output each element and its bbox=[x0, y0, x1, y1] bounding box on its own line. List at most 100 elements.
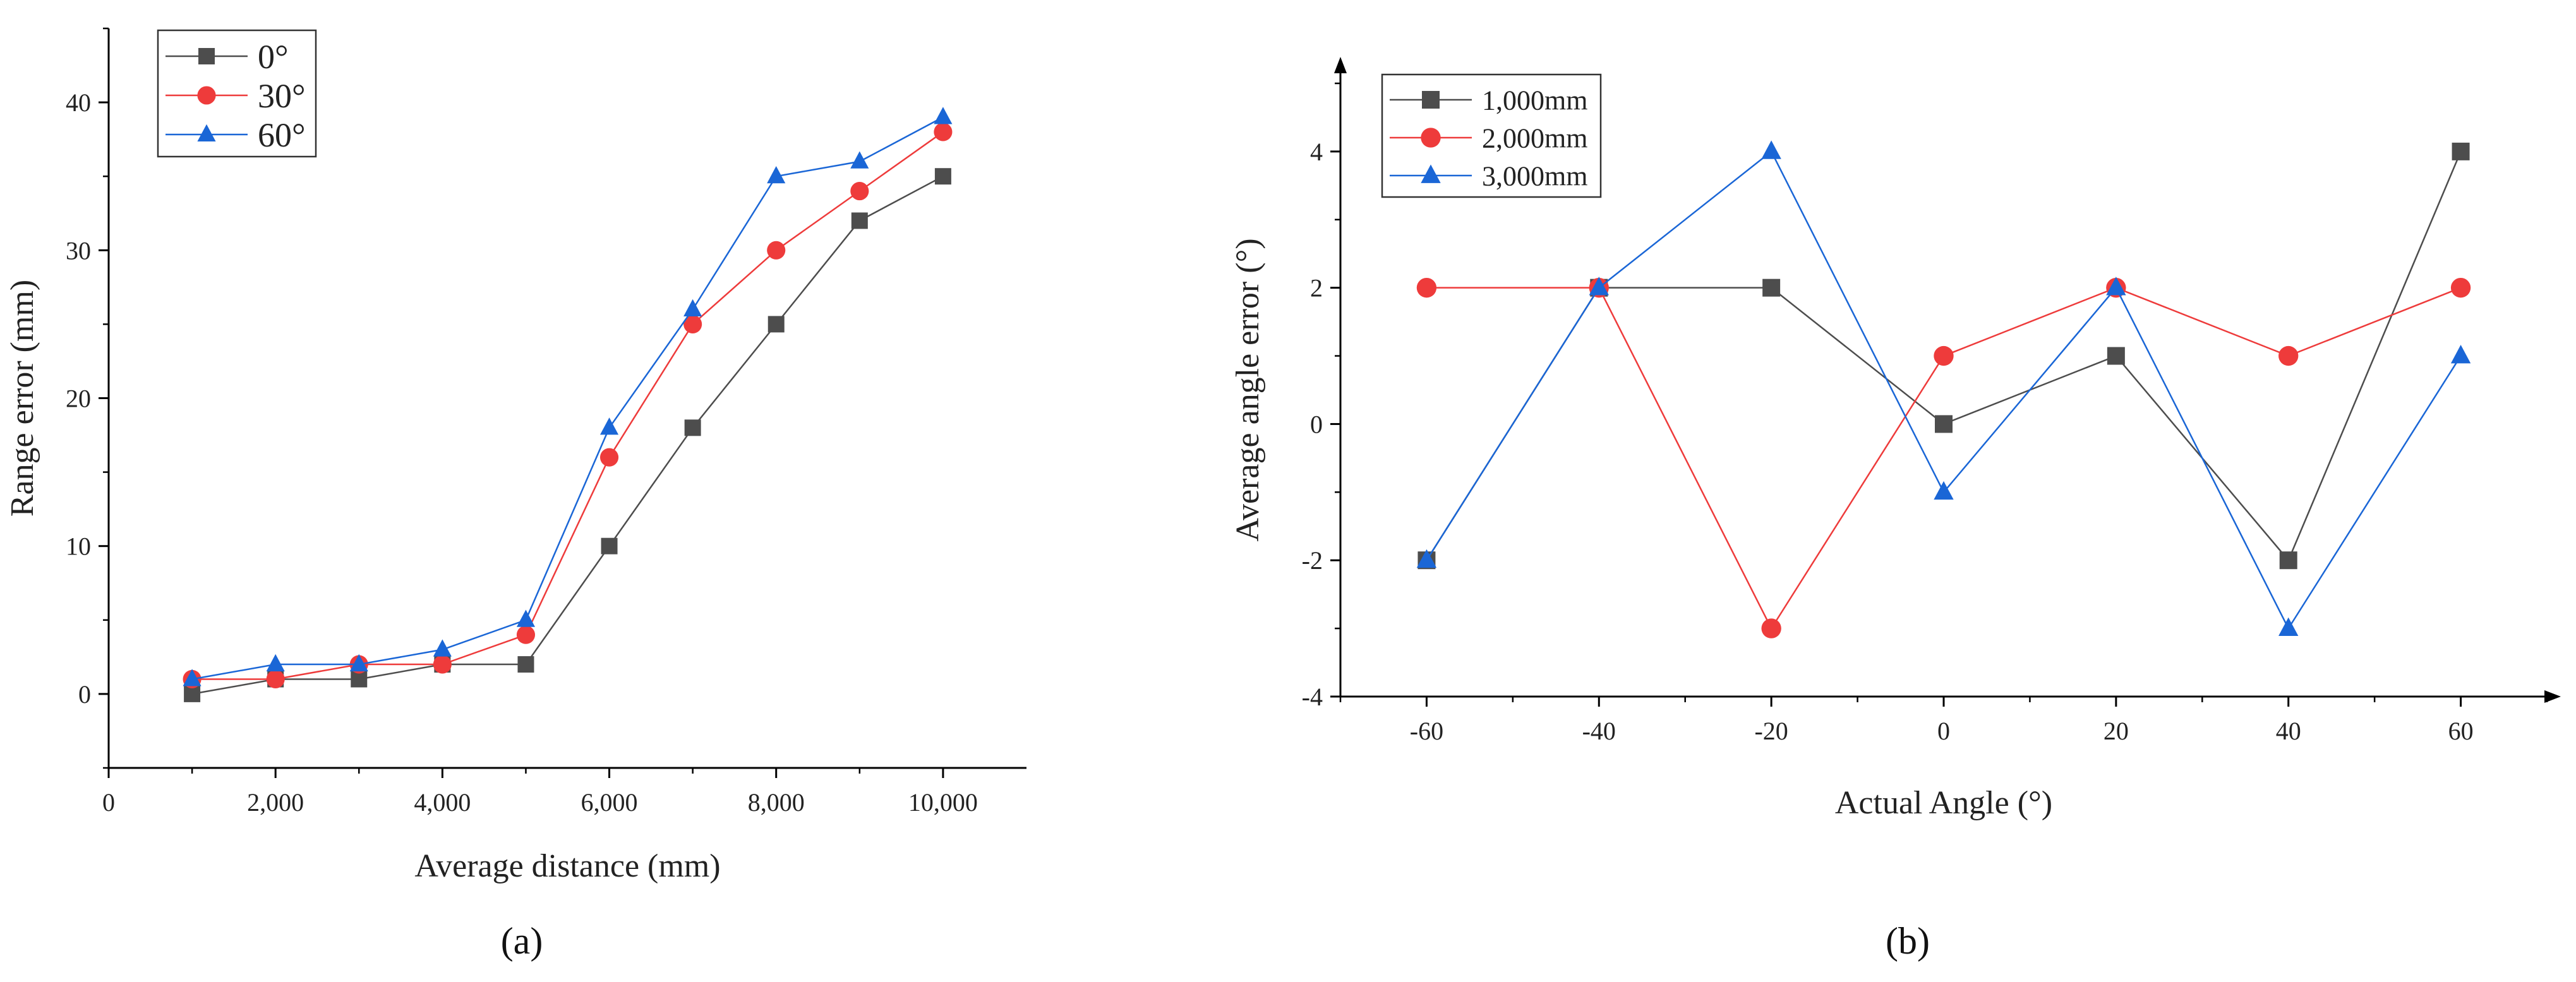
data-point bbox=[2107, 347, 2125, 365]
data-point bbox=[767, 316, 785, 333]
legend-label: 0° bbox=[258, 38, 289, 76]
data-point bbox=[851, 212, 868, 229]
data-point bbox=[517, 656, 534, 673]
series-line bbox=[1426, 287, 2462, 630]
data-point bbox=[601, 537, 618, 554]
y-axis-arrow bbox=[1334, 57, 1347, 73]
data-point bbox=[349, 654, 368, 672]
data-point bbox=[2452, 142, 2470, 160]
data-point bbox=[850, 151, 869, 169]
series-2 bbox=[183, 107, 953, 686]
x-tick-label: -40 bbox=[1582, 717, 1616, 745]
x-tick-label: 0 bbox=[102, 788, 115, 817]
data-point bbox=[1416, 549, 1437, 568]
x-tick-label: 40 bbox=[2276, 717, 2301, 745]
data-point bbox=[767, 165, 786, 184]
data-point bbox=[516, 609, 536, 627]
series-1 bbox=[1416, 277, 2471, 638]
data-point bbox=[351, 671, 368, 688]
data-point bbox=[183, 669, 202, 686]
y-tick-label: 2 bbox=[1310, 274, 1323, 302]
data-point bbox=[184, 685, 201, 702]
data-point bbox=[266, 654, 285, 672]
data-point bbox=[1935, 415, 1953, 433]
legend-marker bbox=[1421, 128, 1441, 148]
series-0 bbox=[184, 168, 951, 702]
legend-marker bbox=[198, 48, 215, 64]
data-point bbox=[683, 299, 702, 316]
series-line bbox=[192, 131, 944, 680]
data-point bbox=[934, 123, 953, 141]
legend-label: 60° bbox=[258, 116, 306, 154]
y-tick-label: 30 bbox=[66, 236, 91, 265]
x-tick-label: 4,000 bbox=[414, 788, 471, 817]
data-point bbox=[1761, 140, 1781, 159]
data-point bbox=[2450, 277, 2471, 298]
data-point bbox=[850, 182, 869, 201]
legend-box bbox=[157, 29, 317, 158]
data-point bbox=[2450, 345, 2471, 364]
x-tick-label: -60 bbox=[1410, 717, 1443, 745]
y-tick-label: 0 bbox=[78, 680, 91, 709]
data-point bbox=[433, 655, 452, 674]
data-point bbox=[1416, 277, 1437, 298]
legend-marker bbox=[197, 86, 216, 105]
data-point bbox=[516, 625, 536, 644]
legend: 1,000mm 2,000mm 3,000mm bbox=[1381, 73, 1602, 198]
series-line bbox=[1426, 150, 2462, 630]
data-point bbox=[767, 241, 786, 260]
x-tick-label: 8,000 bbox=[748, 788, 805, 817]
y-tick-label: 4 bbox=[1310, 138, 1323, 166]
x-tick-label: 6,000 bbox=[581, 788, 638, 817]
series-line bbox=[191, 116, 944, 680]
data-point bbox=[433, 639, 452, 657]
data-point bbox=[1589, 277, 1609, 296]
x-axis-arrow bbox=[2544, 690, 2561, 703]
legend-label: 30° bbox=[258, 77, 306, 115]
y-tick-label: 10 bbox=[66, 532, 91, 561]
y-tick-label: -2 bbox=[1302, 546, 1323, 575]
x-tick-label: 10,000 bbox=[908, 788, 978, 817]
x-tick-label: 20 bbox=[2104, 717, 2129, 745]
y-axis-title: Average angle error (°) bbox=[1230, 238, 1266, 541]
chart-panel-a: 0 2,000 4,000 6,000 8,000 10,000 0 10 20 30 40 Aver… bbox=[4, 27, 1026, 962]
data-point bbox=[2279, 551, 2297, 570]
series-2 bbox=[1416, 140, 2471, 636]
legend-marker bbox=[1421, 164, 1441, 183]
data-point bbox=[599, 448, 619, 467]
x-tick-label: -20 bbox=[1754, 717, 1788, 745]
y-tick-label: -4 bbox=[1302, 683, 1323, 711]
data-point bbox=[684, 419, 701, 436]
data-point bbox=[2278, 345, 2299, 366]
panel-label: (a) bbox=[501, 920, 543, 962]
x-axis-title: Actual Angle (°) bbox=[1835, 785, 2052, 821]
panel-label: (b) bbox=[1886, 920, 1930, 962]
data-point bbox=[934, 168, 951, 185]
data-point bbox=[2106, 277, 2126, 296]
data-point bbox=[1934, 481, 1954, 500]
data-point bbox=[1761, 618, 1781, 638]
data-point bbox=[1762, 278, 1781, 297]
y-axis-title: Range error (mm) bbox=[4, 280, 40, 517]
x-axis-title: Average distance (mm) bbox=[414, 848, 720, 884]
x-tick-label: 60 bbox=[2448, 717, 2474, 745]
legend-label: 3,000mm bbox=[1482, 160, 1587, 191]
data-point bbox=[1934, 345, 1954, 366]
legend: 0°30°60° bbox=[157, 29, 317, 158]
x-tick-label: 0 bbox=[1937, 717, 1950, 745]
legend-label: 2,000mm bbox=[1482, 123, 1587, 153]
data-point bbox=[2278, 617, 2299, 636]
y-tick-label: 40 bbox=[66, 88, 91, 117]
series-1 bbox=[183, 123, 953, 689]
legend-box bbox=[1381, 73, 1602, 198]
series-line bbox=[191, 176, 944, 695]
data-point bbox=[683, 314, 702, 333]
data-point bbox=[599, 417, 619, 435]
y-tick-label: 20 bbox=[66, 385, 91, 413]
data-point bbox=[266, 669, 285, 689]
legend-label: 1,000mm bbox=[1482, 85, 1587, 116]
legend-marker bbox=[197, 124, 216, 142]
